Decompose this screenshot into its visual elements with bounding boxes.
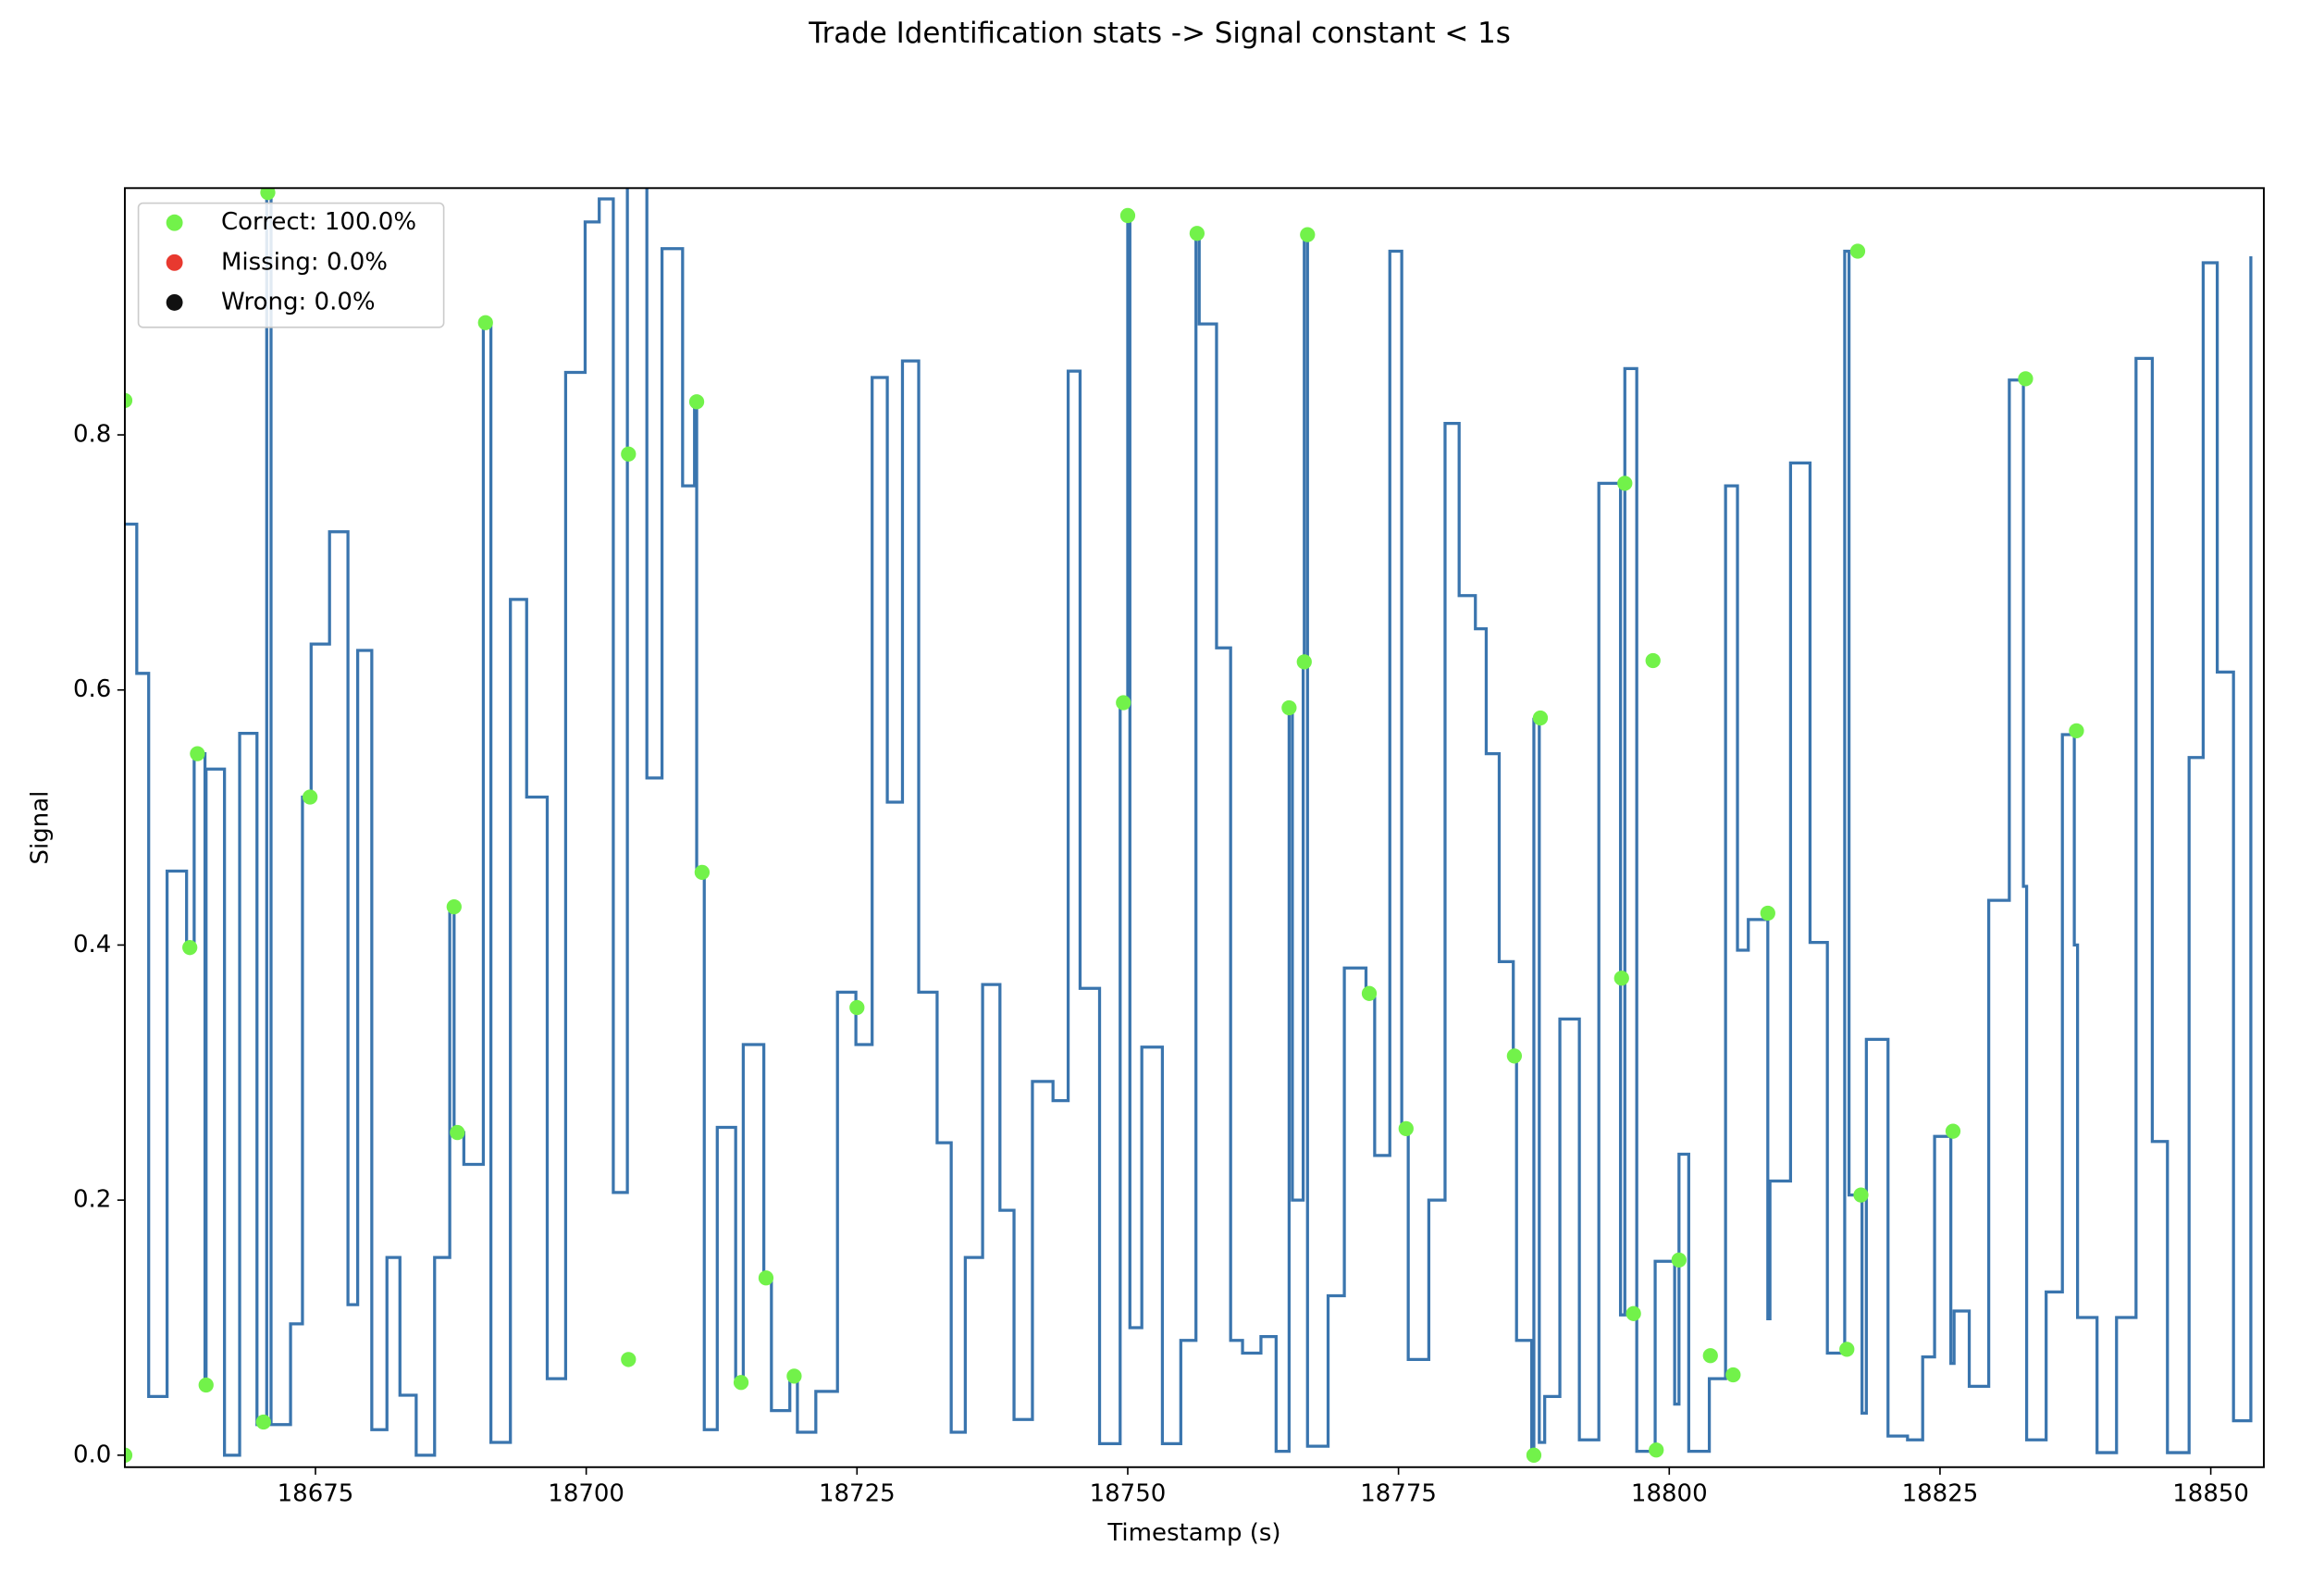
- axes-frame: [123, 187, 2265, 1468]
- y-tick-label: 0.0: [73, 1441, 111, 1468]
- scatter-point: [182, 940, 198, 956]
- scatter-point: [621, 446, 637, 462]
- x-tick-label: 18800: [1631, 1480, 1708, 1508]
- plot-area: [124, 188, 2253, 1463]
- legend-box: [137, 202, 445, 328]
- scatter-point: [1189, 226, 1205, 241]
- scatter-point: [1945, 1123, 1961, 1139]
- scatter-point: [1760, 905, 1775, 922]
- scatter-point: [1617, 476, 1633, 491]
- scatter-point: [1296, 654, 1312, 670]
- scatter-point: [1300, 227, 1316, 242]
- legend-label: Wrong: 0.0%: [221, 288, 376, 315]
- chart-title: Trade Identification stats -> Signal con…: [808, 17, 1511, 50]
- x-tick-label: 18850: [2172, 1480, 2249, 1508]
- scatter-point: [1853, 1187, 1869, 1203]
- y-axis-label: Signal: [26, 791, 54, 865]
- scatter-point: [2018, 371, 2034, 387]
- scatter-point: [124, 1447, 133, 1463]
- scatter-point: [446, 898, 462, 915]
- y-tick-label: 0.4: [73, 931, 111, 959]
- x-tick-label: 18750: [1090, 1480, 1167, 1508]
- scatter-point: [1506, 1048, 1523, 1064]
- scatter-point: [1725, 1367, 1741, 1383]
- scatter-point: [260, 188, 276, 201]
- x-tick-label: 18700: [548, 1480, 624, 1508]
- x-tick-label: 18825: [1902, 1480, 1979, 1508]
- x-tick-label: 18725: [819, 1480, 896, 1508]
- scatter-point: [1649, 1442, 1664, 1458]
- scatter-point: [1398, 1120, 1414, 1137]
- scatter-point: [1849, 243, 1866, 259]
- scatter-point: [477, 315, 493, 330]
- legend-marker: [166, 293, 183, 311]
- scatter-point: [1361, 985, 1378, 1001]
- scatter-point: [1613, 971, 1629, 986]
- legend-label: Correct: 100.0%: [221, 208, 416, 236]
- scatter-point: [198, 1377, 214, 1393]
- scatter-point: [688, 394, 705, 410]
- scatter-point: [733, 1375, 749, 1391]
- scatter-point: [124, 392, 133, 408]
- scatter-point: [786, 1368, 802, 1384]
- y-tick-label: 0.8: [73, 421, 111, 449]
- scatter-point: [694, 864, 711, 880]
- scatter-point: [1526, 1447, 1542, 1463]
- legend: Correct: 100.0% Missing: 0.0% Wrong: 0.0%: [137, 202, 445, 328]
- x-tick-label: 18775: [1360, 1480, 1437, 1508]
- scatter-point: [255, 1414, 271, 1430]
- scatter-point: [1532, 710, 1549, 726]
- scatter-point: [849, 999, 865, 1016]
- scatter-point: [1281, 699, 1297, 716]
- legend-label: Missing: 0.0%: [221, 248, 388, 276]
- scatter-point: [621, 1352, 637, 1367]
- x-tick-label: 18675: [278, 1480, 354, 1508]
- y-tick-label: 0.6: [73, 675, 111, 703]
- scatter-point: [2069, 723, 2084, 738]
- legend-marker: [166, 214, 183, 231]
- scatter-point: [1119, 207, 1136, 224]
- scatter-point: [1702, 1348, 1718, 1364]
- scatter-point: [302, 789, 318, 805]
- scatter-point: [190, 746, 205, 761]
- scatter-point: [1671, 1252, 1687, 1268]
- scatter-point: [1839, 1342, 1855, 1357]
- y-tick-label: 0.2: [73, 1186, 111, 1214]
- scatter-point: [1116, 695, 1131, 711]
- scatter-point: [758, 1270, 774, 1286]
- x-axis-label: Timestamp (s): [1106, 1519, 1280, 1547]
- scatter-point: [450, 1124, 465, 1141]
- scatter-point: [1626, 1305, 1641, 1321]
- legend-marker: [166, 254, 183, 271]
- scatter-point: [1645, 652, 1661, 669]
